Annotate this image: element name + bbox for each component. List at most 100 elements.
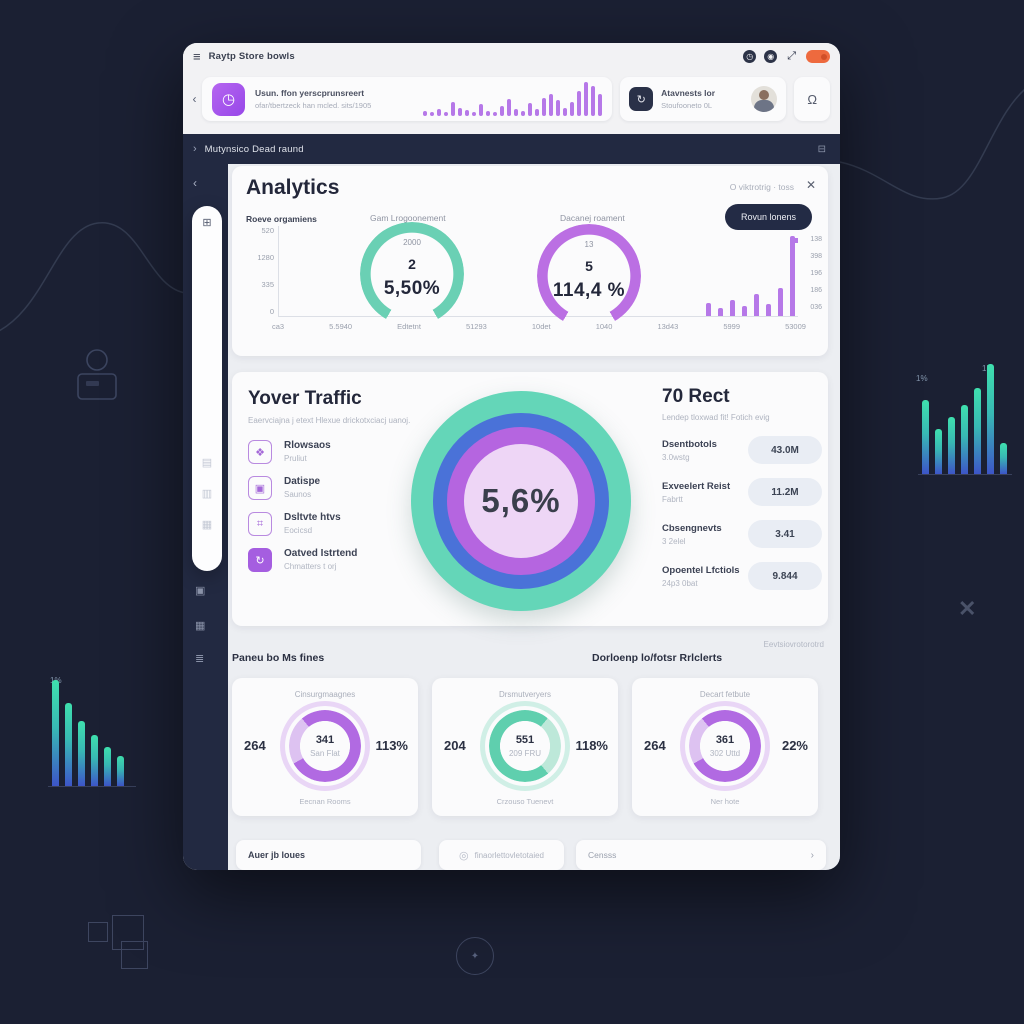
bar xyxy=(730,299,735,316)
bar xyxy=(423,110,428,116)
banner-user-card[interactable]: ↻ Atavnests lor Stoufooneto 0L xyxy=(620,77,787,121)
window-control-button[interactable] xyxy=(806,50,830,63)
bar xyxy=(472,112,477,116)
breadcrumb-bar: › Mutynsico Dead raund ⊟ xyxy=(183,134,840,164)
banner-title: Usun. ffon yerscprunsreert xyxy=(255,88,365,98)
x-axis-line xyxy=(278,316,798,317)
sidebar-item-box-icon[interactable]: ▣ xyxy=(195,585,206,597)
stat-sublabel: Fabrtt xyxy=(662,494,683,504)
kpi-left-value: 264 xyxy=(644,738,666,753)
kpi-donut xyxy=(685,706,765,786)
gauge1-label: Gam Lrogoonement xyxy=(370,213,446,223)
bar xyxy=(591,85,596,116)
report-button[interactable]: Rovun lonens xyxy=(724,204,812,230)
chevron-right-icon[interactable]: › xyxy=(193,143,197,155)
kpi-card[interactable]: Decart fetbute 264 361 302 Uttd 22% Ner … xyxy=(632,678,818,816)
stats-subtitle: Lendep tloxwad fit! Fotich evig xyxy=(662,413,770,422)
target-icon: ◎ xyxy=(459,849,469,862)
bar xyxy=(961,404,968,474)
bar xyxy=(52,680,59,786)
item-text: Oatved Istrtend Chmatters t orj xyxy=(284,548,357,571)
bar xyxy=(507,99,512,116)
bar xyxy=(514,109,519,116)
close-icon[interactable]: ✕ xyxy=(805,178,816,192)
tick-label: 51293 xyxy=(465,322,487,331)
chevron-left-icon[interactable]: ‹ xyxy=(192,92,197,106)
section-title-left: Paneu bo Ms fines xyxy=(232,652,325,664)
banner-text: Usun. ffon yerscprunsreert ofar/tbertzec… xyxy=(255,88,371,110)
panel-meta-text: O viktrotrig · toss xyxy=(729,182,794,192)
expand-icon[interactable]: ⤢ xyxy=(787,50,796,62)
hamburger-menu-icon[interactable]: ≡ xyxy=(193,49,201,64)
traffic-title: Yover Traffic xyxy=(248,388,362,409)
sidebar-item-reports-icon[interactable]: ▤ xyxy=(201,457,213,469)
kpi-left-value: 204 xyxy=(444,738,466,753)
sidebar-item-list-icon[interactable]: ≣ xyxy=(195,653,205,665)
clock-icon[interactable]: ◷ xyxy=(743,50,757,63)
kpi-percent: 113% xyxy=(375,738,408,753)
kpi-donut xyxy=(485,706,565,786)
stat-label: Dsentbotols xyxy=(662,438,717,450)
traffic-panel: Yover Traffic Eaervciajna j etext Hlexue… xyxy=(232,372,828,626)
pin-icon[interactable]: ◉ xyxy=(764,50,778,63)
axis-series-label: Roeve orgamiens xyxy=(246,214,317,224)
spark-icon: ✦ xyxy=(470,950,480,962)
list-item[interactable]: ⌗ Dsltvte htvs Eocicsd xyxy=(248,512,357,536)
kpi-bottom-label: Ner hote xyxy=(710,797,740,806)
chart-badge-icon: ◷ xyxy=(212,82,245,116)
tick-label: 13d43 xyxy=(657,322,679,331)
stat-label: Exveelert Reist xyxy=(662,480,731,492)
gauge-top-value: 13 xyxy=(584,240,594,249)
header-banner: ‹ ◷ Usun. ffon yerscprunsreert ofar/tber… xyxy=(183,70,840,134)
right-axis-ticks: 138 398 196 186 036 xyxy=(810,236,822,311)
kpi-center-sublabel: 302 Uttd xyxy=(709,749,741,758)
y-axis-ticks: 520 1280 335 0 xyxy=(254,226,274,316)
item-sublabel: Eocicsd xyxy=(284,526,313,535)
window-tab-icon[interactable]: ⊟ xyxy=(817,143,826,155)
banner-summary-card[interactable]: ◷ Usun. ffon yerscprunsreert ofar/tbertz… xyxy=(202,77,613,121)
tick-label: 186 xyxy=(810,287,822,294)
kpi-card[interactable]: Cinsurgmaagnes 264 341 San Flat 113% Eec… xyxy=(232,678,418,816)
item-label: Oatved Istrtend xyxy=(284,548,358,559)
background-bar-chart-left xyxy=(48,680,136,787)
bar xyxy=(500,106,505,116)
gauge-mid-value: 2 xyxy=(408,256,416,272)
stats-title: 70 Rect xyxy=(662,386,730,407)
square-decoration xyxy=(88,922,108,942)
bar xyxy=(104,746,111,786)
bar xyxy=(706,303,711,316)
donut-ring-blue: 5,6% xyxy=(433,413,609,589)
kpi-donut xyxy=(285,706,365,786)
bar xyxy=(935,428,942,474)
sidebar-item-modules-icon[interactable]: ▦ xyxy=(195,620,206,632)
item-label: Datispe xyxy=(284,476,321,487)
sidebar-item-grid-icon[interactable]: ▦ xyxy=(201,519,213,531)
omega-button[interactable]: Ω xyxy=(794,77,830,121)
bar xyxy=(790,236,795,316)
bar xyxy=(556,100,561,116)
avatar[interactable] xyxy=(751,86,778,112)
sidebar-item-dashboard-icon[interactable]: ⊞ xyxy=(202,217,212,229)
app-window: ≡ Raytp Store bowls ◷ ◉ ⤢ ‹ ◷ Usun. ffon… xyxy=(183,43,840,870)
footer-select[interactable]: Censss › xyxy=(576,840,826,870)
collapse-sidebar-icon[interactable]: ‹ xyxy=(193,176,197,190)
list-item[interactable]: ↻ Oatved Istrtend Chmatters t orj xyxy=(248,548,357,572)
kpi-donut-ring xyxy=(689,710,761,782)
stat-row: Cbsengnevts 3 2elel 3.41 xyxy=(662,520,822,548)
gauge-percent: 114,4 % xyxy=(552,280,626,301)
footer-button-primary[interactable]: Auer jb loues xyxy=(236,840,421,870)
gauge-ring xyxy=(537,224,641,328)
section-link[interactable]: Eevtsiovrotorotrd xyxy=(763,640,824,649)
list-item[interactable]: ❖ Rlowsaos Pruliut xyxy=(248,440,357,464)
donut-ring-purple: 5,6% xyxy=(447,427,595,575)
donut-center: 5,6% xyxy=(464,444,578,558)
kpi-card[interactable]: Drsmutveryers 204 551 209 FRU 118% Crzou… xyxy=(432,678,618,816)
footer-status[interactable]: ◎ finaorlettovletotaied xyxy=(439,840,564,870)
traffic-subtitle: Eaervciajna j etext Hlexue drickotxciacj… xyxy=(248,416,411,425)
user-card-text: Atavnests lor Stoufooneto 0L xyxy=(661,88,715,110)
breadcrumb[interactable]: Mutynsico Dead raund xyxy=(204,143,304,155)
engagement-gauge: 2000 2 5,50% xyxy=(360,222,464,326)
kpi-card-title: Decart fetbute xyxy=(699,690,751,699)
list-item[interactable]: ▣ Datispe Saunos xyxy=(248,476,357,500)
sidebar-item-layers-icon[interactable]: ▥ xyxy=(201,488,213,500)
